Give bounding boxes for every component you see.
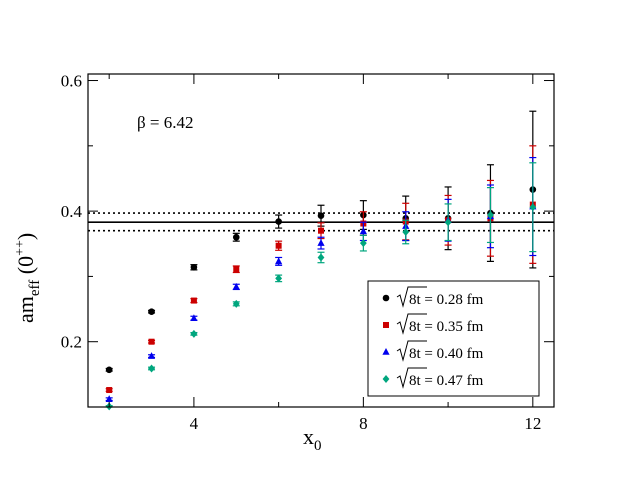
data-point bbox=[359, 239, 367, 248]
data-point bbox=[529, 203, 537, 212]
legend-marker bbox=[382, 348, 390, 355]
data-point bbox=[105, 366, 113, 374]
data-point bbox=[275, 242, 282, 249]
legend-label: 8t = 0.47 fm bbox=[409, 373, 484, 389]
legend-sqrt-sign bbox=[396, 286, 427, 308]
legend-marker bbox=[382, 294, 390, 302]
legend-marker bbox=[382, 375, 390, 383]
data-point bbox=[148, 308, 155, 315]
legend-label: 8t = 0.35 fm bbox=[409, 319, 484, 335]
data-point bbox=[233, 266, 240, 273]
data-point bbox=[106, 387, 113, 394]
y-axis-label-main: am bbox=[13, 296, 38, 323]
data-point bbox=[275, 218, 282, 225]
data-point bbox=[359, 227, 367, 235]
y-axis-label-paren-open: (0 bbox=[13, 256, 38, 280]
plot-frame bbox=[87, 73, 555, 408]
y-axis-label-sub: eff bbox=[27, 280, 43, 296]
y-tick-label: 0.2 bbox=[61, 333, 82, 352]
y-tick-label: 0.4 bbox=[61, 202, 83, 221]
data-point bbox=[147, 352, 156, 359]
legend-label-value: = 0.35 fm bbox=[421, 319, 484, 335]
y-tick-label: 0.6 bbox=[61, 72, 82, 91]
data-point bbox=[275, 257, 283, 265]
data-point bbox=[190, 263, 198, 271]
legend-label-root: 8t bbox=[409, 346, 422, 362]
legend-sqrt-sign bbox=[396, 340, 427, 362]
data-point bbox=[444, 218, 452, 227]
x-axis-label: x0 bbox=[303, 424, 322, 454]
y-axis-label-sup: ++ bbox=[13, 240, 28, 256]
data-point bbox=[148, 338, 155, 345]
legend-label-value: = 0.28 fm bbox=[421, 292, 484, 308]
data-point bbox=[317, 239, 325, 246]
legend-sqrt-sign bbox=[396, 313, 427, 335]
data-point bbox=[190, 314, 198, 321]
legend-label-root: 8t bbox=[409, 373, 422, 389]
data-point bbox=[148, 364, 155, 373]
legend-label: 8t = 0.40 fm bbox=[409, 346, 484, 362]
data-point bbox=[275, 274, 283, 283]
legend-label-value: = 0.40 fm bbox=[421, 346, 484, 362]
legend-label-root: 8t bbox=[409, 292, 422, 308]
x-axis-label-sub: 0 bbox=[314, 438, 322, 454]
x-axis-label-main: x bbox=[303, 424, 314, 449]
data-point bbox=[487, 211, 494, 220]
x-tick-label: 4 bbox=[190, 414, 199, 433]
x-tick-label: 8 bbox=[359, 414, 368, 433]
legend-label-value: = 0.47 fm bbox=[421, 373, 484, 389]
x-tick-label: 12 bbox=[524, 414, 541, 433]
y-axis-label-paren-close: ) bbox=[13, 233, 38, 240]
data-point bbox=[232, 299, 240, 308]
data-point bbox=[317, 253, 325, 262]
legend-label: 8t = 0.28 fm bbox=[409, 292, 484, 308]
data-point bbox=[232, 233, 240, 241]
legend-label-root: 8t bbox=[409, 319, 422, 335]
data-point bbox=[190, 329, 198, 338]
legend-marker bbox=[383, 322, 389, 328]
y-axis-label: ameff (0++) bbox=[13, 233, 43, 323]
data-point bbox=[317, 212, 325, 219]
data-point bbox=[318, 227, 324, 234]
legend-box bbox=[367, 280, 540, 397]
axis-ticks: 4 8 12 0.2 0.4 0.6 bbox=[61, 72, 554, 433]
beta-annotation: β = 6.42 bbox=[137, 113, 194, 132]
data-point bbox=[190, 297, 197, 304]
data-point bbox=[402, 228, 410, 237]
data-point bbox=[232, 282, 240, 290]
data-series bbox=[105, 110, 537, 411]
data-point bbox=[105, 395, 113, 402]
series-4 bbox=[105, 162, 537, 411]
legend-sqrt-sign bbox=[396, 367, 427, 389]
